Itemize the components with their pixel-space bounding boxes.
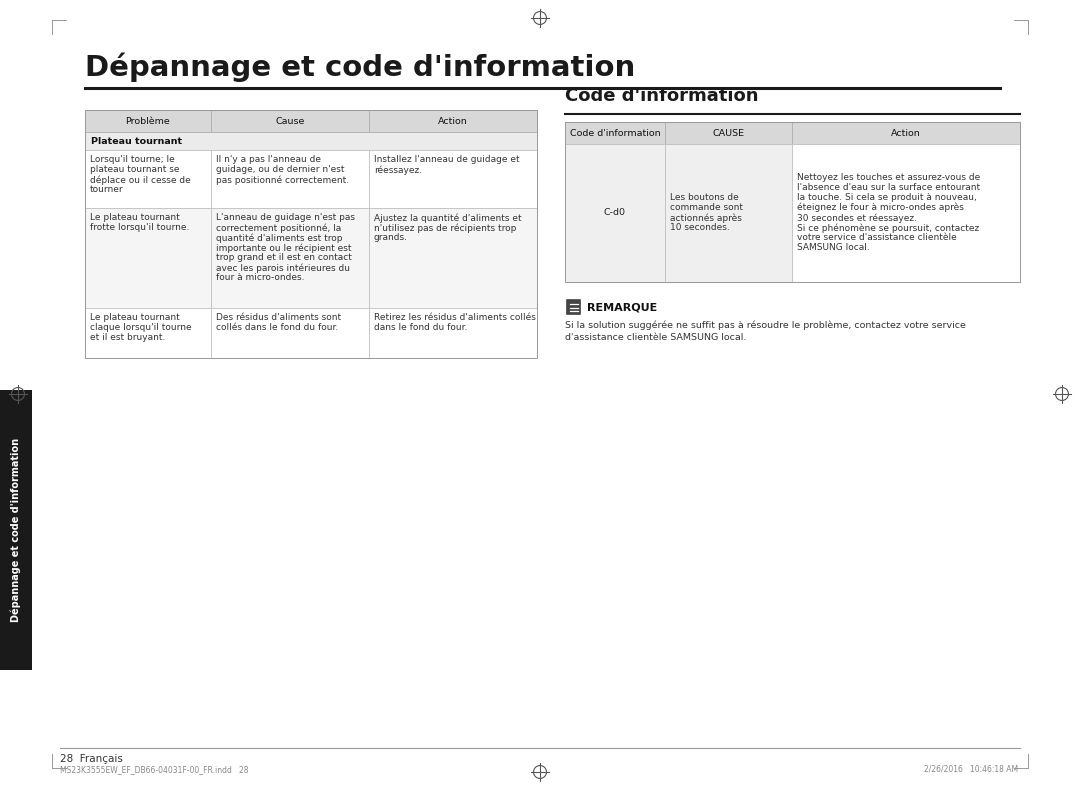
- Text: actionnés après: actionnés après: [670, 213, 742, 222]
- Text: 30 secondes et réessayez.: 30 secondes et réessayez.: [797, 213, 917, 222]
- Text: frotte lorsqu'il tourne.: frotte lorsqu'il tourne.: [90, 223, 189, 232]
- Text: CAUSE: CAUSE: [713, 128, 744, 137]
- Bar: [369, 150, 537, 208]
- Bar: [665, 122, 792, 144]
- Text: trop grand et il est en contact: trop grand et il est en contact: [216, 253, 352, 262]
- Text: avec les parois intérieures du: avec les parois intérieures du: [216, 263, 350, 273]
- Bar: [211, 308, 369, 358]
- Text: réessayez.: réessayez.: [374, 165, 422, 175]
- Bar: [211, 110, 369, 132]
- Text: C-d0: C-d0: [604, 208, 626, 217]
- Text: commande sont: commande sont: [670, 203, 743, 212]
- Text: et il est bruyant.: et il est bruyant.: [90, 333, 165, 342]
- Bar: [792, 122, 1020, 144]
- FancyBboxPatch shape: [567, 299, 581, 314]
- Text: guidage, ou de dernier n'est: guidage, ou de dernier n'est: [216, 165, 345, 174]
- Text: importante ou le récipient est: importante ou le récipient est: [216, 243, 351, 253]
- Text: Nettoyez les touches et assurez-vous de: Nettoyez les touches et assurez-vous de: [797, 173, 981, 182]
- Bar: [0, 390, 32, 670]
- Bar: [565, 144, 665, 282]
- Text: Problème: Problème: [125, 117, 171, 125]
- Text: votre service d'assistance clientèle: votre service d'assistance clientèle: [797, 233, 957, 242]
- Text: Dépannage et code d'information: Dépannage et code d'information: [11, 438, 22, 622]
- Text: 10 secondes.: 10 secondes.: [670, 223, 730, 232]
- Text: Code d'information: Code d'information: [565, 87, 758, 105]
- Bar: [211, 208, 369, 308]
- Bar: [369, 308, 537, 358]
- Text: l'absence d'eau sur la surface entourant: l'absence d'eau sur la surface entourant: [797, 183, 981, 191]
- Text: Des résidus d'aliments sont: Des résidus d'aliments sont: [216, 313, 341, 322]
- Text: Code d'information: Code d'information: [569, 128, 660, 137]
- Text: plateau tournant se: plateau tournant se: [90, 165, 179, 174]
- Text: four à micro-ondes.: four à micro-ondes.: [216, 273, 305, 282]
- Text: Installez l'anneau de guidage et: Installez l'anneau de guidage et: [374, 155, 519, 164]
- Text: correctement positionné, la: correctement positionné, la: [216, 223, 341, 232]
- Text: éteignez le four à micro-ondes après: éteignez le four à micro-ondes après: [797, 203, 963, 213]
- Text: 2/26/2016   10:46:18 AM: 2/26/2016 10:46:18 AM: [923, 765, 1018, 774]
- Text: REMARQUE: REMARQUE: [588, 302, 658, 312]
- Text: quantité d'aliments est trop: quantité d'aliments est trop: [216, 233, 342, 243]
- Text: claque lorsqu'il tourne: claque lorsqu'il tourne: [90, 323, 191, 332]
- Text: Ajustez la quantité d'aliments et: Ajustez la quantité d'aliments et: [374, 213, 522, 222]
- Bar: [565, 122, 665, 144]
- Bar: [85, 132, 537, 150]
- Text: tourner: tourner: [90, 185, 123, 194]
- Bar: [85, 110, 211, 132]
- Text: collés dans le fond du four.: collés dans le fond du four.: [216, 323, 338, 332]
- Text: Dépannage et code d'information: Dépannage et code d'information: [85, 53, 635, 82]
- Text: Plateau tournant: Plateau tournant: [91, 136, 183, 146]
- Text: d'assistance clientèle SAMSUNG local.: d'assistance clientèle SAMSUNG local.: [565, 333, 746, 342]
- Text: L'anneau de guidage n'est pas: L'anneau de guidage n'est pas: [216, 213, 355, 222]
- Text: Retirez les résidus d'aliments collés: Retirez les résidus d'aliments collés: [374, 313, 536, 322]
- Text: Les boutons de: Les boutons de: [670, 193, 739, 202]
- Text: Le plateau tournant: Le plateau tournant: [90, 213, 179, 222]
- Text: SAMSUNG local.: SAMSUNG local.: [797, 243, 869, 252]
- Text: Cause: Cause: [275, 117, 305, 125]
- Text: 28  Français: 28 Français: [60, 754, 123, 764]
- Bar: [665, 144, 792, 282]
- Text: déplace ou il cesse de: déplace ou il cesse de: [90, 175, 191, 184]
- Bar: [85, 208, 211, 308]
- Text: pas positionné correctement.: pas positionné correctement.: [216, 175, 349, 184]
- Bar: [85, 308, 211, 358]
- Bar: [369, 110, 537, 132]
- Text: grands.: grands.: [374, 233, 408, 242]
- Text: Action: Action: [891, 128, 921, 137]
- Bar: [85, 110, 537, 358]
- Text: MS23K3555EW_EF_DB66-04031F-00_FR.indd   28: MS23K3555EW_EF_DB66-04031F-00_FR.indd 28: [60, 765, 248, 774]
- Text: Si ce phénomène se poursuit, contactez: Si ce phénomène se poursuit, contactez: [797, 223, 980, 232]
- Bar: [85, 150, 211, 208]
- Text: la touche. Si cela se produit à nouveau,: la touche. Si cela se produit à nouveau,: [797, 193, 976, 202]
- Text: dans le fond du four.: dans le fond du four.: [374, 323, 468, 332]
- Bar: [211, 150, 369, 208]
- Text: Le plateau tournant: Le plateau tournant: [90, 313, 179, 322]
- Bar: [792, 144, 1020, 282]
- Text: Si la solution suggérée ne suffit pas à résoudre le problème, contactez votre se: Si la solution suggérée ne suffit pas à …: [565, 320, 966, 329]
- Text: Lorsqu'il tourne; le: Lorsqu'il tourne; le: [90, 155, 175, 164]
- Text: Action: Action: [438, 117, 468, 125]
- Text: Il n'y a pas l'anneau de: Il n'y a pas l'anneau de: [216, 155, 321, 164]
- Bar: [369, 208, 537, 308]
- Text: n'utilisez pas de récipients trop: n'utilisez pas de récipients trop: [374, 223, 516, 232]
- Bar: [565, 122, 1020, 282]
